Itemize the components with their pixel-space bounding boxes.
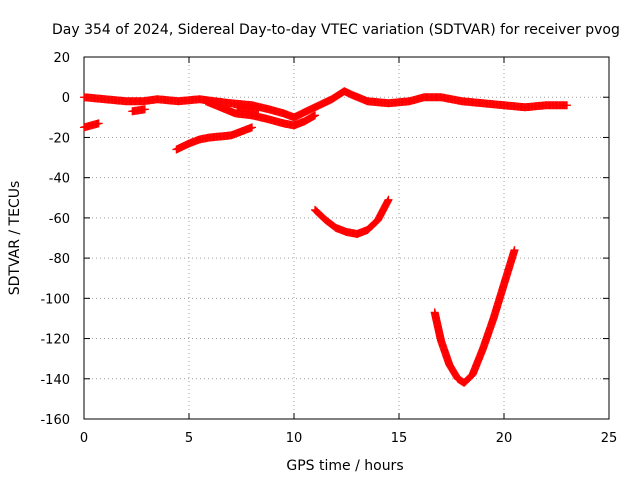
- x-tick-label: 5: [185, 431, 193, 446]
- data-point: [311, 111, 319, 120]
- series-rising-arc: [172, 123, 256, 154]
- y-tick-label: -160: [40, 413, 70, 428]
- series-short-left: [80, 119, 103, 132]
- data-point: [563, 101, 571, 110]
- y-tick-label: -40: [49, 172, 70, 187]
- series-deep-arc: [430, 246, 519, 387]
- x-tick-label: 0: [80, 431, 88, 446]
- x-tick-label: 25: [601, 431, 618, 446]
- plot-frame: [83, 56, 610, 420]
- plot-border: [83, 56, 610, 420]
- series-lower-branch-b: [233, 103, 263, 114]
- x-tick-label: 20: [496, 431, 513, 446]
- axis-ticks: 0 5 10 15 20 25 20 0 -20 -40 -60 -80 -100 -120 -140 -16…: [40, 51, 617, 446]
- chart-title: Day 354 of 2024, Sidereal Day-to-day VTE…: [52, 22, 620, 38]
- data-point: [510, 246, 519, 255]
- y-tick-label: 0: [62, 91, 70, 106]
- x-tick-label: 15: [391, 431, 408, 446]
- y-tick-label: -120: [40, 333, 70, 348]
- data-point: [254, 105, 263, 114]
- grid-layer: [84, 57, 609, 419]
- y-tick-label: -20: [49, 131, 70, 146]
- y-tick-label: -100: [40, 292, 70, 307]
- data-layer: [80, 87, 571, 387]
- y-tick-label: -60: [49, 212, 70, 227]
- x-axis-label: GPS time / hours: [286, 458, 403, 474]
- data-point: [94, 119, 103, 128]
- data-point: [140, 105, 149, 114]
- series-short-mid: [128, 105, 149, 116]
- data-point: [384, 195, 393, 204]
- series-main-band: [80, 87, 571, 122]
- x-tick-label: 10: [286, 431, 303, 446]
- series-dip-arc: [311, 195, 393, 238]
- y-tick-label: 20: [53, 51, 70, 66]
- series-lower-branch-a: [201, 97, 319, 130]
- data-point: [248, 123, 256, 132]
- y-tick-label: -140: [40, 373, 70, 388]
- y-tick-label: -80: [49, 252, 70, 267]
- y-axis-label: SDTVAR / TECUs: [7, 181, 23, 296]
